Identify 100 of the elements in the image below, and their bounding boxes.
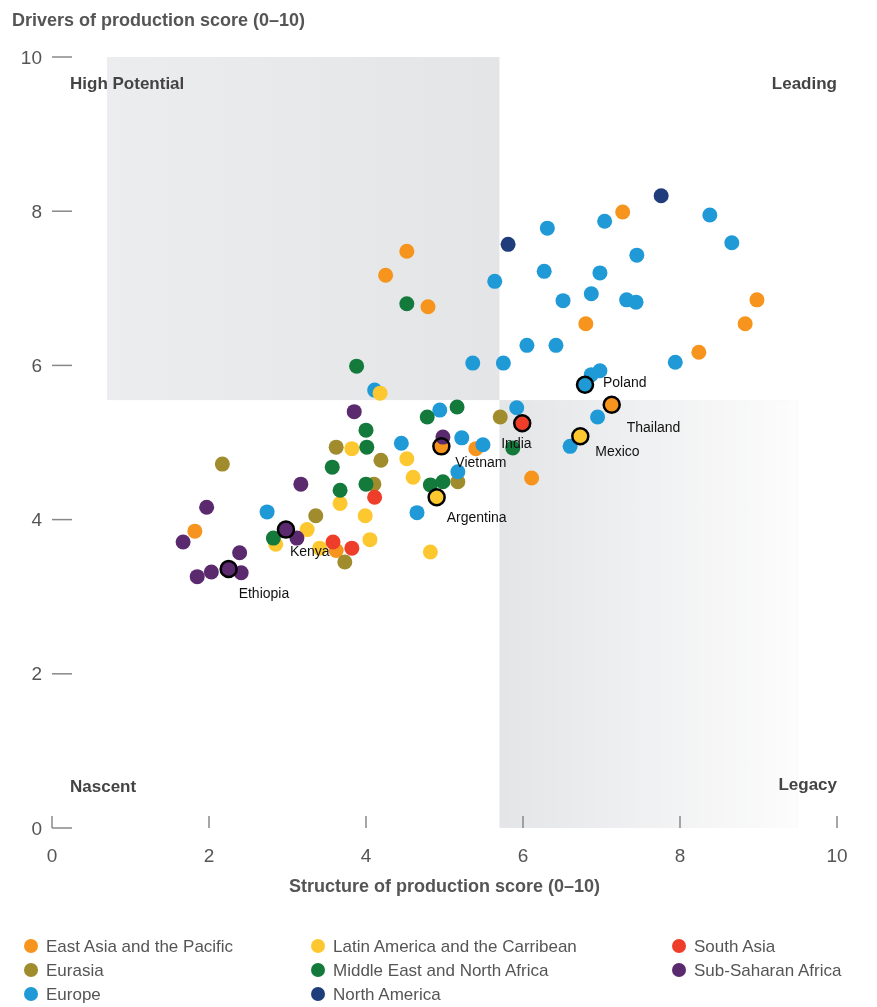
annotation: Nascent: [70, 777, 137, 796]
point: [592, 265, 608, 281]
point: [332, 495, 348, 511]
point: [492, 409, 508, 425]
point: [232, 545, 248, 561]
point: [359, 439, 375, 455]
y-tick-label: 0: [31, 817, 42, 839]
point: [487, 273, 503, 289]
point: [344, 441, 360, 457]
point: [405, 469, 421, 485]
point: [536, 263, 552, 279]
legend-label: Eurasia: [46, 960, 105, 980]
point: [214, 456, 230, 472]
y-tick-label: 4: [31, 509, 43, 531]
point: [358, 476, 374, 492]
point: [399, 243, 415, 259]
point: [378, 267, 394, 283]
point: [432, 402, 448, 418]
point: [393, 435, 409, 451]
point: [435, 474, 451, 490]
point: [615, 204, 631, 220]
point: [724, 235, 740, 251]
point: [422, 544, 438, 560]
point: [349, 358, 365, 374]
annotation: Argentina: [446, 509, 507, 526]
point: [449, 399, 465, 415]
x-axis-title: Structure of production score (0–10): [288, 876, 601, 896]
point: [324, 459, 340, 475]
y-tick-label: 6: [31, 355, 42, 377]
point: [509, 400, 525, 416]
point: [344, 540, 360, 556]
point: [337, 554, 353, 570]
annotation: Poland: [603, 373, 647, 390]
point: [562, 438, 578, 454]
point: [691, 344, 707, 360]
point: [399, 296, 415, 312]
point: [373, 452, 389, 468]
point: [293, 476, 309, 492]
point: [702, 207, 718, 223]
point: [465, 355, 481, 371]
annotation: Legacy: [778, 775, 838, 794]
point: [399, 451, 415, 467]
point: [357, 508, 373, 524]
point: [265, 530, 281, 546]
point: [409, 505, 425, 521]
point: [358, 422, 374, 438]
point: [590, 409, 606, 425]
x-tick-label: 4: [360, 845, 372, 866]
annotation: High Potential: [70, 74, 185, 93]
legend-label: Sub-Saharan Africa: [694, 960, 842, 980]
point: [332, 482, 348, 498]
point: [597, 213, 613, 229]
point: [259, 504, 275, 520]
legend-label: Latin America and the Carribean: [333, 936, 577, 956]
point: [189, 569, 205, 585]
point: [653, 188, 669, 204]
point: [555, 293, 571, 309]
point: [578, 316, 594, 332]
point: [519, 337, 535, 353]
annotation: Leading: [771, 74, 837, 93]
annotation: India: [501, 435, 532, 452]
x-tick-label: 6: [517, 845, 529, 866]
legend-label: East Asia and the Pacific: [46, 936, 234, 956]
point: [419, 409, 435, 425]
point: [524, 470, 540, 486]
point: [737, 316, 753, 332]
point: [299, 522, 315, 538]
point: [175, 534, 191, 550]
point: [539, 220, 555, 236]
point: [199, 499, 215, 515]
point: [495, 355, 511, 371]
y-tick-label: 2: [31, 663, 42, 685]
x-tick-label: 0: [46, 845, 58, 866]
point: [346, 404, 362, 420]
legend-label: South Asia: [694, 936, 776, 956]
point: [475, 437, 491, 453]
y-axis-title: Drivers of production score (0–10): [12, 10, 306, 30]
point: [372, 385, 388, 401]
y-tick-label: 8: [31, 200, 42, 222]
point: [328, 439, 344, 455]
point: [203, 564, 219, 580]
point: [583, 286, 599, 302]
point: [500, 236, 516, 252]
point: [749, 292, 765, 308]
annotation: Thailand: [626, 418, 681, 435]
y-tick-label: 10: [20, 46, 42, 68]
x-tick-label: 2: [203, 845, 215, 866]
legend-label: Middle East and North Africa: [333, 960, 549, 980]
point: [628, 294, 644, 310]
point: [548, 337, 564, 353]
x-tick-label: 10: [826, 845, 848, 866]
point: [367, 489, 383, 505]
point: [667, 354, 683, 370]
annotation: Ethiopia: [238, 584, 290, 601]
legend-label: North America: [333, 984, 442, 1004]
annotation: Mexico: [595, 443, 640, 460]
point: [629, 247, 645, 263]
point: [308, 508, 324, 524]
annotation: Vietnam: [455, 454, 507, 471]
point: [454, 430, 470, 446]
